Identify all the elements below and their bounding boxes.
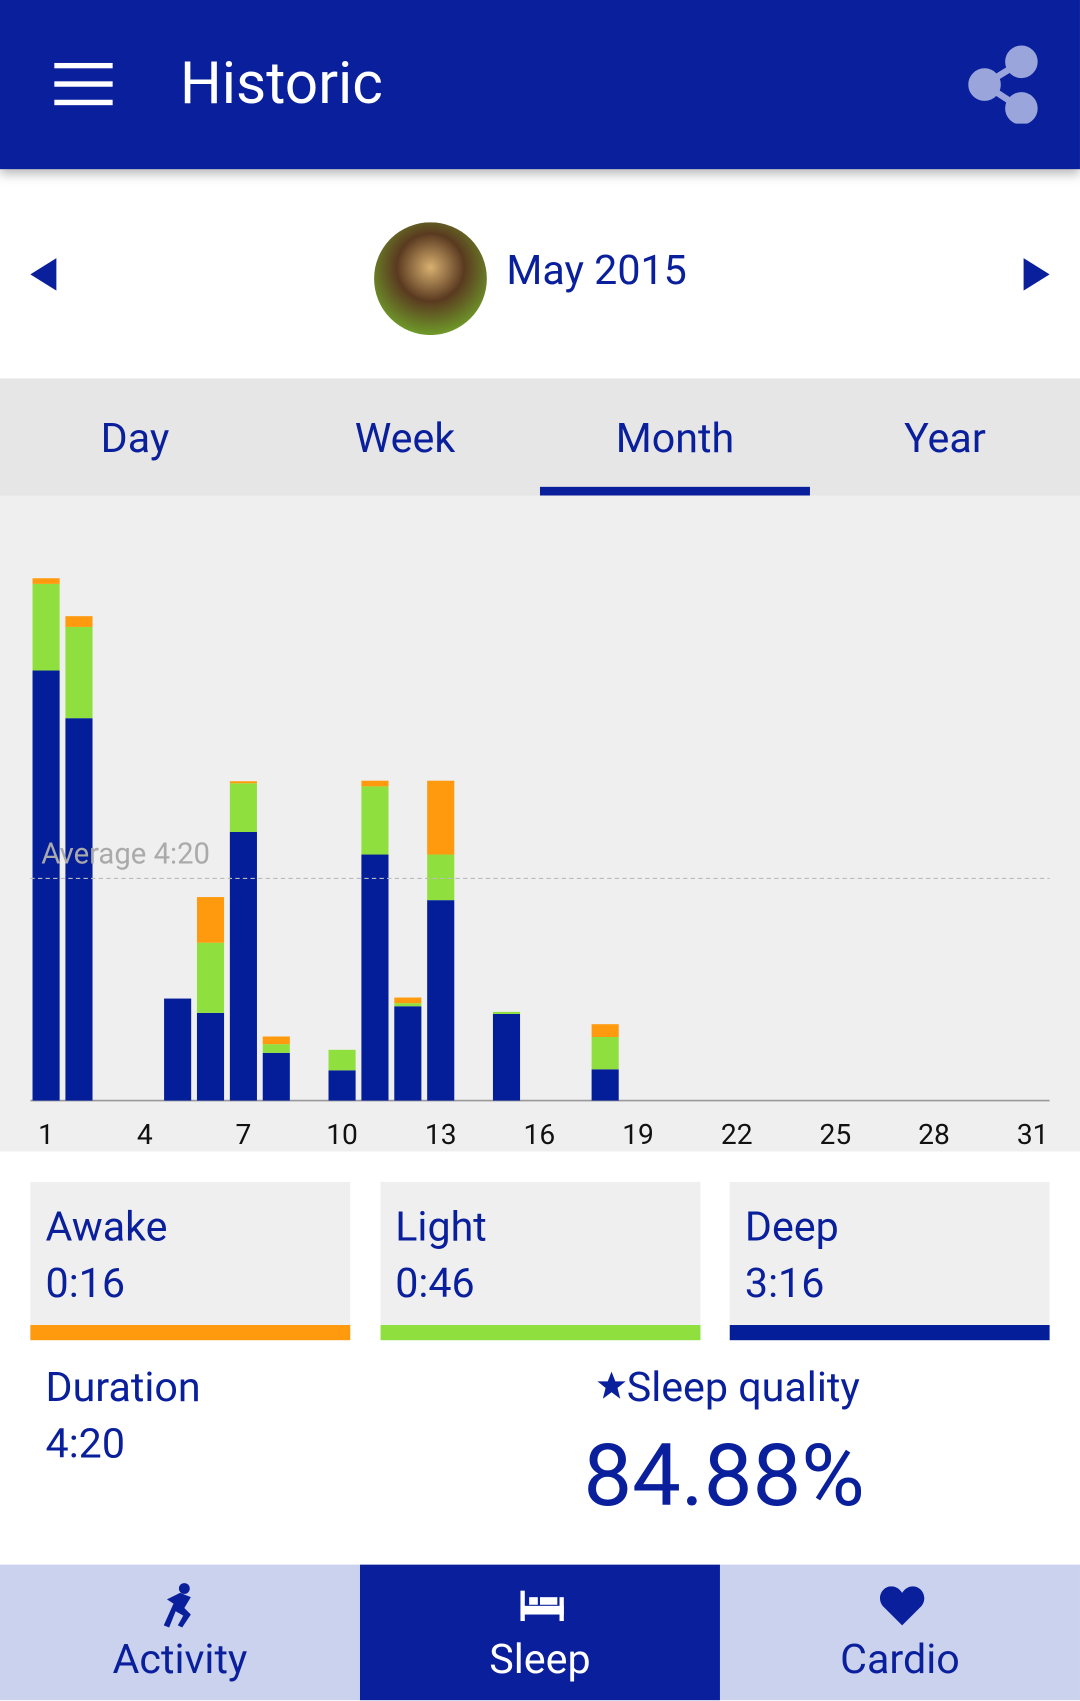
bar-segment bbox=[229, 831, 257, 1101]
star-icon bbox=[597, 1371, 626, 1399]
stat-color-bar bbox=[380, 1325, 700, 1341]
bar-segment bbox=[65, 718, 93, 1101]
bar-segment bbox=[196, 1012, 225, 1101]
bar-segment bbox=[394, 1006, 422, 1101]
stat-value: 0:16 bbox=[45, 1259, 125, 1308]
nav-label: Cardio bbox=[840, 1636, 960, 1684]
x-tick-label: 1 bbox=[38, 1118, 54, 1151]
bar-segment bbox=[229, 783, 257, 832]
x-tick-label: 10 bbox=[326, 1118, 358, 1151]
bar-segment bbox=[492, 1011, 521, 1014]
average-label: Average 4:20 bbox=[41, 837, 210, 871]
stat-label: Light bbox=[395, 1203, 487, 1252]
tab[interactable]: Day bbox=[100, 415, 170, 463]
menu-button[interactable] bbox=[54, 62, 113, 106]
bar-segment bbox=[591, 1037, 619, 1070]
share-button[interactable] bbox=[965, 45, 1043, 124]
x-tick-label: 13 bbox=[425, 1118, 457, 1151]
stat-card: Awake 0:16 bbox=[30, 1181, 351, 1341]
tab[interactable]: Week bbox=[354, 415, 456, 463]
title: Historic bbox=[179, 49, 383, 119]
nav-icon bbox=[520, 1590, 564, 1622]
previous-button[interactable] bbox=[28, 256, 58, 293]
nav-label: Activity bbox=[112, 1636, 248, 1684]
stat-color-bar bbox=[729, 1325, 1050, 1341]
x-tick-label: 31 bbox=[1017, 1118, 1049, 1151]
quality-value: 84.88% bbox=[583, 1424, 865, 1527]
bar-segment bbox=[427, 854, 455, 901]
bar-segment bbox=[262, 1044, 290, 1053]
bar-segment bbox=[328, 1049, 356, 1071]
bar-segment bbox=[591, 1069, 619, 1101]
bar-segment bbox=[32, 578, 60, 584]
nav-icon bbox=[879, 1586, 925, 1626]
x-tick-label: 4 bbox=[137, 1118, 153, 1151]
stat-value: 0:46 bbox=[395, 1259, 475, 1308]
tab[interactable]: Month bbox=[539, 378, 810, 496]
bar-segment bbox=[32, 670, 60, 1101]
bar-segment bbox=[361, 854, 389, 1101]
nav-item[interactable]: Cardio bbox=[719, 1564, 1080, 1701]
x-tick-label: 25 bbox=[820, 1118, 852, 1151]
next-button[interactable] bbox=[1021, 256, 1051, 293]
nav-item[interactable]: Activity bbox=[0, 1564, 360, 1701]
bar-segment bbox=[65, 626, 93, 719]
nav-icon bbox=[163, 1583, 191, 1628]
stat-card: Light 0:46 bbox=[380, 1181, 700, 1341]
duration-value: 4:20 bbox=[45, 1420, 125, 1469]
tab[interactable]: Year bbox=[904, 415, 986, 463]
bar-segment bbox=[262, 1036, 290, 1045]
x-tick-label: 16 bbox=[524, 1118, 556, 1151]
duration-label: Duration bbox=[45, 1364, 201, 1412]
bar-segment bbox=[328, 1070, 356, 1101]
avatar bbox=[374, 222, 487, 336]
bar-segment bbox=[164, 998, 192, 1101]
app-bar: Historic bbox=[0, 0, 1080, 170]
bar-segment bbox=[32, 583, 60, 671]
bar-segment bbox=[427, 900, 455, 1101]
stat-card: Deep 3:16 bbox=[729, 1181, 1050, 1341]
x-tick-label: 19 bbox=[622, 1118, 654, 1151]
x-tick-label: 7 bbox=[235, 1118, 251, 1151]
date-label: May 2015 bbox=[506, 247, 687, 295]
bar-segment bbox=[492, 1013, 521, 1101]
bar-segment bbox=[361, 780, 389, 787]
x-tick-label: 22 bbox=[721, 1118, 753, 1151]
bar-segment bbox=[591, 1024, 619, 1038]
nav-label: Sleep bbox=[489, 1636, 591, 1684]
stat-label: Awake bbox=[45, 1203, 168, 1252]
nav-item[interactable]: Sleep bbox=[359, 1564, 720, 1701]
bar-segment bbox=[196, 942, 225, 1013]
stat-label: Deep bbox=[744, 1203, 839, 1252]
chart: 1 4 7 10 13 16 19 22 25 28 31 Average 4:20 bbox=[0, 495, 1080, 1152]
quality-label: Sleep quality bbox=[626, 1364, 860, 1412]
stat-value: 3:16 bbox=[744, 1259, 825, 1308]
bar-segment bbox=[229, 781, 257, 784]
bar-segment bbox=[262, 1052, 290, 1101]
bar-segment bbox=[427, 780, 455, 855]
x-tick-label: 28 bbox=[918, 1118, 950, 1151]
bar-segment bbox=[394, 997, 422, 1004]
bar-segment bbox=[65, 616, 93, 627]
stat-color-bar bbox=[30, 1325, 351, 1341]
bar-segment bbox=[196, 897, 225, 943]
bar-segment bbox=[361, 786, 389, 855]
bar-segment bbox=[394, 1003, 422, 1007]
tab-bar: Day Week Month Year bbox=[0, 378, 1080, 496]
